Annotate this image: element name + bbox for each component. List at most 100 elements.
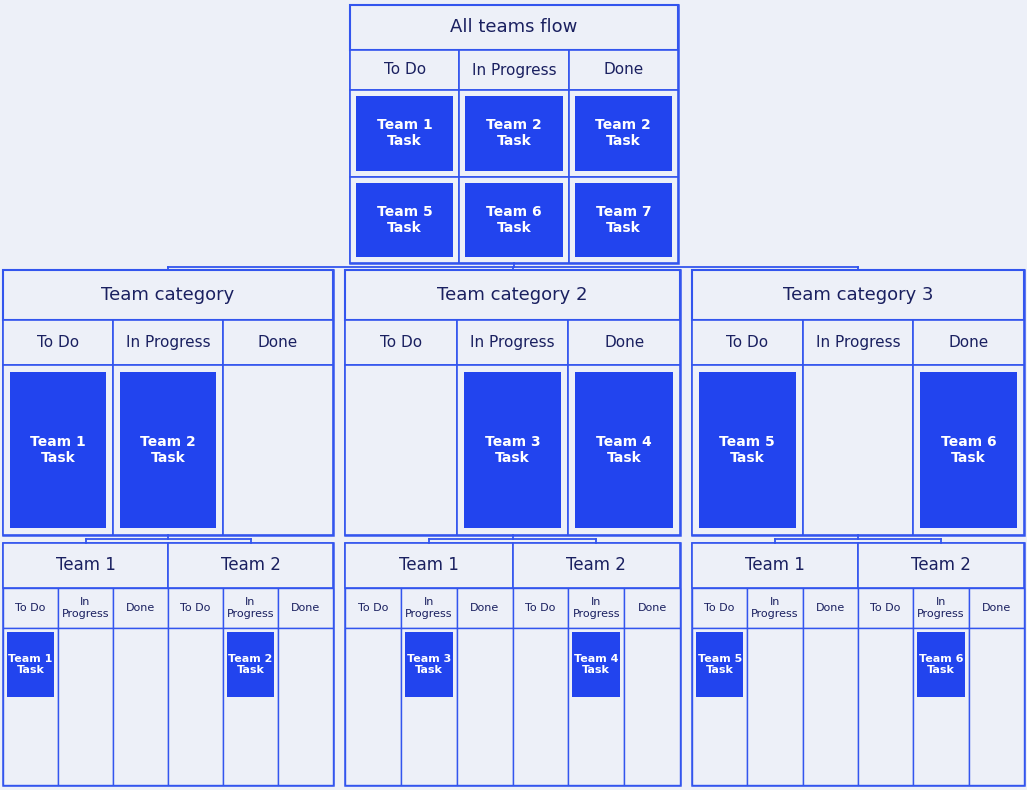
Text: Team 2
Task: Team 2 Task: [596, 118, 651, 149]
Text: Team 2: Team 2: [566, 556, 626, 574]
Bar: [401, 588, 457, 628]
Bar: [803, 320, 913, 365]
Bar: [465, 182, 563, 257]
Bar: [223, 365, 333, 535]
Text: Team category 3: Team category 3: [783, 286, 934, 304]
Text: Team 5
Task: Team 5 Task: [377, 205, 432, 235]
Bar: [913, 365, 1024, 535]
Text: To Do: To Do: [37, 335, 79, 350]
Bar: [345, 543, 512, 588]
Bar: [748, 588, 803, 628]
Text: Team 1: Team 1: [55, 556, 115, 574]
Bar: [350, 5, 678, 50]
Bar: [356, 96, 453, 171]
Text: Done: Done: [982, 603, 1011, 613]
Text: Team 3
Task: Team 3 Task: [485, 435, 540, 465]
Bar: [459, 90, 569, 176]
Text: Done: Done: [126, 603, 155, 613]
Bar: [345, 320, 457, 365]
Bar: [858, 543, 1024, 588]
Bar: [3, 588, 58, 628]
Bar: [692, 320, 803, 365]
Bar: [345, 543, 680, 785]
Bar: [113, 365, 223, 535]
Bar: [457, 365, 568, 535]
Bar: [7, 632, 54, 697]
Bar: [512, 588, 568, 628]
Bar: [227, 632, 274, 697]
Text: Team 2: Team 2: [221, 556, 280, 574]
Text: Done: Done: [291, 603, 320, 613]
Bar: [913, 628, 968, 785]
Bar: [58, 628, 113, 785]
Text: Team 2
Task: Team 2 Task: [228, 653, 273, 675]
Bar: [568, 320, 680, 365]
Bar: [569, 50, 678, 90]
Text: In
Progress: In Progress: [227, 597, 274, 619]
Text: Team category 2: Team category 2: [438, 286, 587, 304]
Text: To Do: To Do: [357, 603, 388, 613]
Text: To Do: To Do: [15, 603, 45, 613]
Text: Team 6
Task: Team 6 Task: [919, 653, 963, 675]
Bar: [3, 365, 113, 535]
Bar: [223, 320, 333, 365]
Bar: [3, 270, 333, 320]
Bar: [58, 588, 113, 628]
Text: Team 1: Team 1: [745, 556, 805, 574]
Bar: [223, 628, 278, 785]
Bar: [696, 632, 744, 697]
Bar: [345, 588, 401, 628]
Bar: [575, 96, 672, 171]
Bar: [512, 628, 568, 785]
Text: In
Progress: In Progress: [572, 597, 620, 619]
Bar: [350, 176, 459, 263]
Text: Team 5
Task: Team 5 Task: [720, 435, 775, 465]
Bar: [917, 632, 964, 697]
Bar: [345, 628, 401, 785]
Text: Team 6
Task: Team 6 Task: [941, 435, 996, 465]
Bar: [350, 5, 678, 263]
Bar: [350, 50, 459, 90]
Bar: [568, 365, 680, 535]
Bar: [512, 543, 680, 588]
Bar: [113, 320, 223, 365]
Text: Team 1
Task: Team 1 Task: [8, 653, 52, 675]
Bar: [405, 632, 453, 697]
Text: Team 4
Task: Team 4 Task: [597, 435, 652, 465]
Bar: [913, 588, 968, 628]
Text: In
Progress: In Progress: [751, 597, 799, 619]
Bar: [803, 365, 913, 535]
Text: To Do: To Do: [705, 603, 735, 613]
Text: To Do: To Do: [871, 603, 901, 613]
Bar: [968, 628, 1024, 785]
Bar: [569, 90, 678, 176]
Bar: [223, 588, 278, 628]
Bar: [168, 628, 223, 785]
Bar: [3, 320, 113, 365]
Text: Done: Done: [603, 62, 644, 77]
Bar: [568, 588, 624, 628]
Text: Team 3
Task: Team 3 Task: [407, 653, 451, 675]
Text: In
Progress: In Progress: [62, 597, 109, 619]
Bar: [459, 50, 569, 90]
Bar: [699, 372, 796, 528]
Text: Team 2: Team 2: [911, 556, 971, 574]
Bar: [569, 176, 678, 263]
Bar: [920, 372, 1017, 528]
Text: In Progress: In Progress: [815, 335, 901, 350]
Text: In Progress: In Progress: [471, 62, 557, 77]
Bar: [3, 270, 333, 535]
Bar: [457, 628, 512, 785]
Bar: [692, 543, 858, 588]
Bar: [692, 270, 1024, 535]
Text: Done: Done: [638, 603, 667, 613]
Text: In
Progress: In Progress: [405, 597, 453, 619]
Bar: [692, 365, 803, 535]
Bar: [120, 372, 216, 528]
Bar: [113, 588, 168, 628]
Bar: [3, 543, 168, 588]
Bar: [692, 588, 748, 628]
Text: Team 5
Task: Team 5 Task: [697, 653, 741, 675]
Bar: [345, 270, 680, 320]
Text: Team 7
Task: Team 7 Task: [596, 205, 651, 235]
